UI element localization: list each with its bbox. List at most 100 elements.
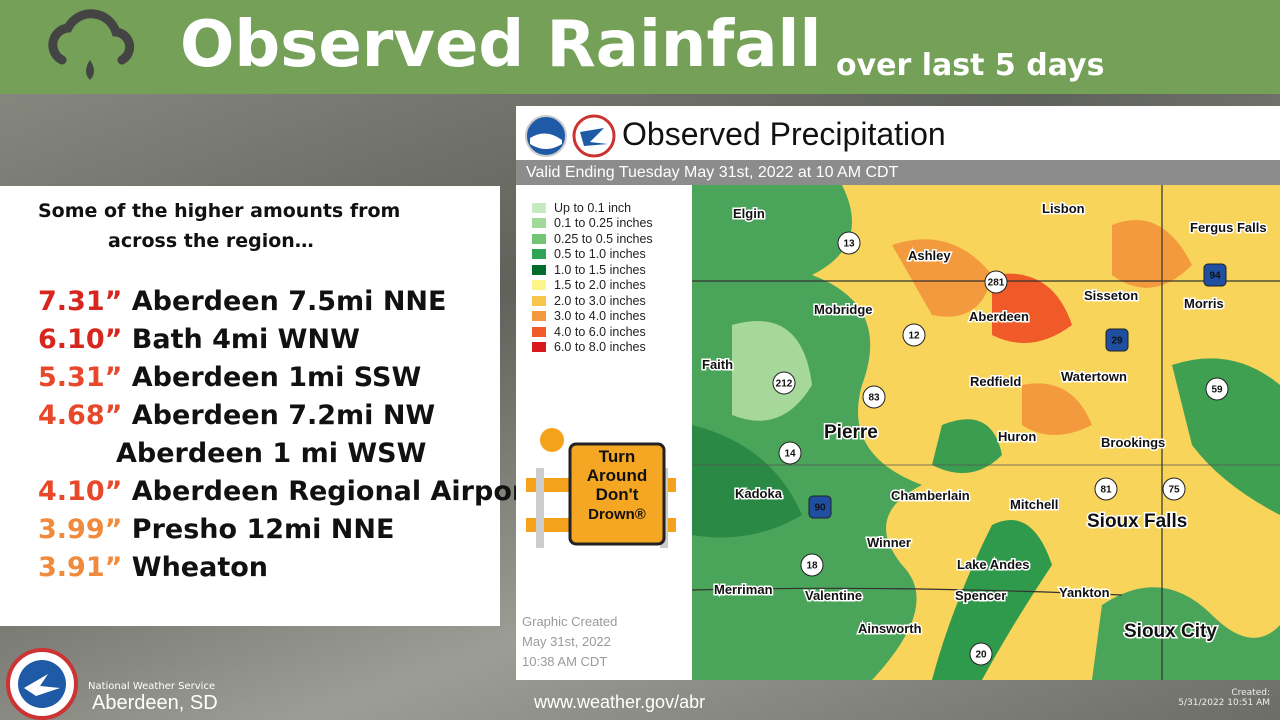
city-label: Fergus Falls [1190, 220, 1267, 235]
city-label: Mobridge [814, 302, 873, 317]
city-label: Winner [867, 535, 911, 550]
created-line: 10:38 AM CDT [522, 654, 608, 669]
city-label: Valentine [805, 588, 862, 603]
amount: 4.68” [38, 400, 123, 431]
highway-shield [902, 323, 926, 347]
city-label: Brookings [1101, 435, 1165, 450]
sign-text: Around [587, 466, 647, 485]
map-title: Observed Precipitation [622, 116, 946, 152]
amount-row: 4.10” Aberdeen Regional Airport [38, 476, 538, 507]
legend-entry: 1.5 to 2.0 inches [532, 278, 653, 294]
highway-number: 94 [1209, 271, 1221, 282]
legend-entry: 0.1 to 0.25 inches [532, 216, 653, 232]
city-label: Sioux Falls [1087, 511, 1187, 532]
legend-entry: 4.0 to 6.0 inches [532, 324, 653, 340]
amount-row: 6.10” Bath 4mi WNW [38, 324, 360, 355]
city-label: Chamberlain [891, 488, 970, 503]
intro-line: across the region… [108, 230, 314, 252]
title: Observed Rainfall [180, 8, 822, 82]
location: Aberdeen 1mi SSW [131, 362, 422, 393]
legend-label: 2.0 to 3.0 inches [554, 293, 646, 308]
highway-number: 14 [784, 449, 796, 460]
sign-text: Drown® [588, 506, 646, 523]
highway-shield [837, 231, 861, 255]
valid-time: Valid Ending Tuesday May 31st, 2022 at 1… [516, 160, 1280, 185]
highway-shield [984, 270, 1008, 294]
map-panel: Observed Precipitation Valid Ending Tues… [516, 106, 1280, 680]
highway-number: 81 [1100, 485, 1112, 496]
amount-row: 3.99” Presho 12mi NNE [38, 514, 394, 545]
city-label: Lake Andes [957, 557, 1030, 572]
legend-swatch [532, 264, 546, 275]
subtitle: over last 5 days [836, 48, 1105, 83]
city-label: Mitchell [1010, 497, 1058, 512]
legend-swatch [532, 311, 546, 322]
highway-shield [1094, 477, 1118, 501]
intro-line: Some of the higher amounts from [38, 200, 401, 222]
office-location: Aberdeen, SD [92, 692, 218, 714]
legend-label: 4.0 to 6.0 inches [554, 324, 646, 339]
legend-swatch [532, 326, 546, 337]
legend-swatch [532, 218, 546, 229]
created-line: May 31st, 2022 [522, 634, 611, 649]
legend-swatch [532, 202, 546, 213]
city-label: Pierre [824, 422, 878, 443]
highway-shield [778, 441, 802, 465]
amount-row: 5.31” Aberdeen 1mi SSW [38, 362, 421, 393]
header: Observed Rainfall over last 5 days [0, 0, 1280, 94]
created-line: Graphic Created [522, 614, 618, 629]
city-label: Redfield [970, 374, 1021, 389]
highway-shield [969, 642, 993, 666]
highway-number: 59 [1211, 385, 1223, 396]
highway-number: 18 [806, 561, 818, 572]
amount: 3.99” [38, 514, 123, 545]
highway-shield [772, 371, 796, 395]
highway-shield [1203, 263, 1227, 287]
legend: Up to 0.1 inch 0.1 to 0.25 inches 0.25 to … [532, 200, 653, 355]
legend-label: 0.1 to 0.25 inches [554, 216, 653, 231]
location: Presho 12mi NNE [131, 514, 395, 545]
graphic-created: Graphic Created May 31st, 2022 10:38 AM CD… [522, 614, 617, 674]
city-label: Aberdeen [969, 309, 1029, 324]
amount: 4.10” [38, 476, 123, 507]
amount: 5.31” [38, 362, 123, 393]
location: Aberdeen 7.5mi NNE [131, 286, 447, 317]
legend-label: 1.5 to 2.0 inches [554, 278, 646, 293]
city-label: Watertown [1061, 369, 1127, 384]
map: Elgin Lisbon Fergus Falls Ashley Mobridge Sis… [692, 185, 1280, 680]
city-label: Huron [998, 429, 1036, 444]
city-label: Merriman [714, 582, 773, 597]
legend-entry: 0.5 to 1.0 inches [532, 247, 653, 263]
city-label: Faith [702, 357, 733, 372]
highway-number: 83 [868, 393, 880, 404]
amount: 7.31” [38, 286, 123, 317]
website: www.weather.gov/abr [534, 692, 706, 712]
legend-swatch [532, 342, 546, 353]
legend-label: Up to 0.1 inch [554, 200, 632, 215]
amount: 3.91” [38, 552, 123, 583]
highway-shield [1105, 328, 1129, 352]
highway-number: 13 [843, 239, 855, 250]
city-label: Ashley [908, 248, 951, 263]
legend-entry: 3.0 to 4.0 inches [532, 309, 653, 325]
created-label: Created: [1231, 688, 1270, 698]
location: Wheaton [131, 552, 268, 583]
highway-shield [800, 553, 824, 577]
highway-shield [1205, 377, 1229, 401]
legend-label: 1.0 to 1.5 inches [554, 262, 646, 277]
legend-swatch [532, 280, 546, 291]
legend-entry: 6.0 to 8.0 inches [532, 340, 653, 356]
highway-shield [1162, 477, 1186, 501]
city-label: Spencer [955, 588, 1006, 603]
amount-row: 3.91” Wheaton [38, 552, 268, 583]
city-label: Morris [1184, 296, 1224, 311]
highway-shield [808, 495, 832, 519]
highway-number: 281 [988, 278, 1005, 289]
city-label: Elgin [733, 206, 765, 221]
location: Aberdeen 7.2mi NW [131, 400, 436, 431]
highway-number: 12 [908, 331, 920, 342]
highway-number: 212 [776, 379, 793, 390]
legend-label: 0.25 to 0.5 inches [554, 231, 653, 246]
